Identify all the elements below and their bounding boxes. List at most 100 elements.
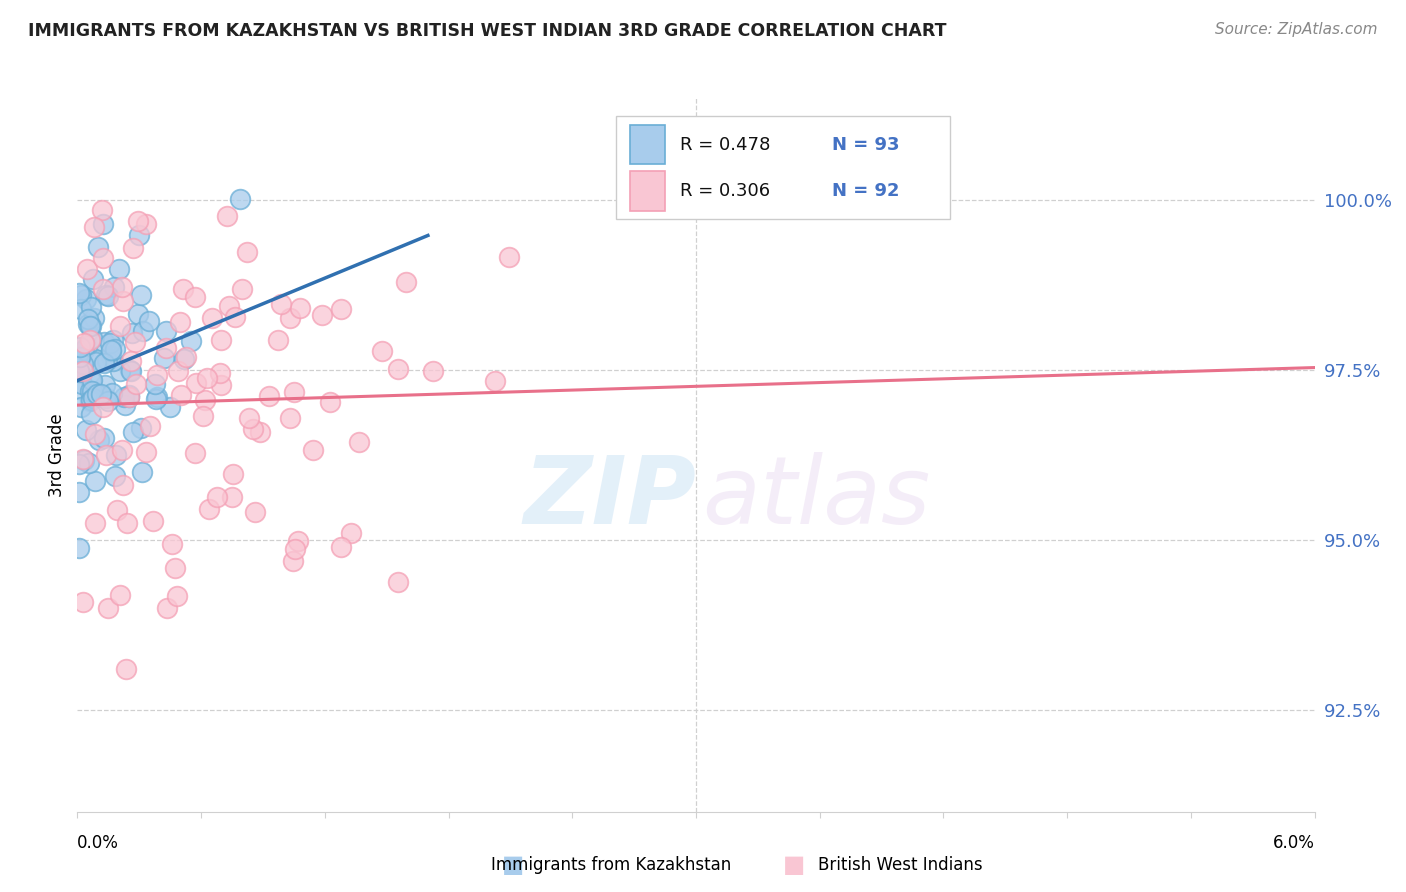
FancyBboxPatch shape (630, 171, 665, 211)
Point (84, 516, 107, 531)
Point (101, 333, 124, 347)
Point (270, 297, 292, 311)
Point (288, 301, 311, 316)
Point (72, 451, 94, 466)
Point (318, 394, 340, 409)
Point (138, 314, 160, 328)
Point (87, 433, 110, 447)
Point (91, 251, 114, 265)
Text: R = 0.478: R = 0.478 (681, 136, 770, 153)
Point (80, 393, 103, 408)
Point (111, 279, 134, 293)
Point (165, 561, 187, 575)
Point (79, 333, 101, 347)
Point (170, 388, 193, 402)
Point (76, 312, 98, 326)
Point (249, 425, 271, 440)
Point (82, 272, 104, 286)
Point (82, 384, 104, 398)
Point (118, 390, 141, 404)
Point (93, 431, 115, 445)
Text: 0.0%: 0.0% (77, 834, 120, 852)
Point (111, 478, 134, 492)
Point (79, 393, 101, 408)
Point (97, 393, 120, 408)
Point (222, 467, 245, 481)
Point (105, 503, 128, 517)
Point (100, 336, 122, 351)
Point (395, 275, 418, 289)
Point (194, 393, 217, 408)
Point (69, 351, 91, 365)
Point (115, 516, 138, 530)
Point (93, 355, 115, 369)
Point (93, 282, 115, 296)
Point (87, 353, 110, 368)
Point (242, 422, 264, 436)
Point (118, 390, 141, 404)
Point (94, 448, 117, 462)
Point (209, 333, 232, 347)
Point (72, 595, 94, 609)
Text: atlas: atlas (702, 452, 931, 543)
Point (174, 351, 197, 365)
Point (120, 362, 142, 376)
Point (135, 217, 157, 231)
Point (132, 324, 155, 338)
Text: ■: ■ (502, 854, 524, 877)
Point (67, 286, 90, 301)
Point (498, 250, 520, 264)
Point (129, 288, 152, 302)
Point (104, 469, 127, 483)
Point (329, 541, 352, 555)
Point (114, 399, 136, 413)
Point (100, 343, 122, 358)
Point (76, 262, 98, 277)
Point (120, 364, 142, 378)
Point (142, 514, 165, 528)
Point (67, 365, 90, 379)
Point (387, 574, 409, 589)
Point (278, 411, 301, 425)
Point (173, 351, 195, 366)
Point (67, 484, 90, 499)
Point (330, 302, 353, 317)
Point (108, 318, 131, 333)
Point (73, 335, 96, 350)
Point (76, 339, 98, 353)
Point (82, 391, 104, 405)
Point (340, 526, 363, 541)
Point (229, 192, 252, 206)
Point (236, 245, 259, 260)
Point (117, 388, 139, 402)
Point (79, 318, 101, 333)
Point (128, 228, 150, 243)
Point (67, 383, 90, 397)
Point (311, 308, 333, 322)
Point (169, 315, 191, 329)
Point (129, 421, 152, 435)
Point (238, 410, 260, 425)
Point (198, 501, 221, 516)
Point (283, 385, 305, 400)
Point (110, 443, 132, 458)
Point (69, 288, 91, 302)
Point (93, 335, 115, 350)
Point (101, 386, 124, 401)
Point (281, 554, 304, 568)
Point (75, 423, 97, 437)
Point (67, 363, 90, 377)
Point (146, 390, 169, 404)
Point (243, 505, 266, 519)
Point (201, 310, 224, 325)
Point (70, 377, 93, 392)
Point (83, 220, 105, 235)
Point (484, 375, 506, 389)
Point (195, 371, 218, 385)
Text: Source: ZipAtlas.com: Source: ZipAtlas.com (1215, 22, 1378, 37)
Point (284, 541, 307, 556)
Point (112, 390, 135, 404)
FancyBboxPatch shape (616, 116, 949, 219)
Point (73, 452, 96, 467)
Point (70, 302, 93, 317)
